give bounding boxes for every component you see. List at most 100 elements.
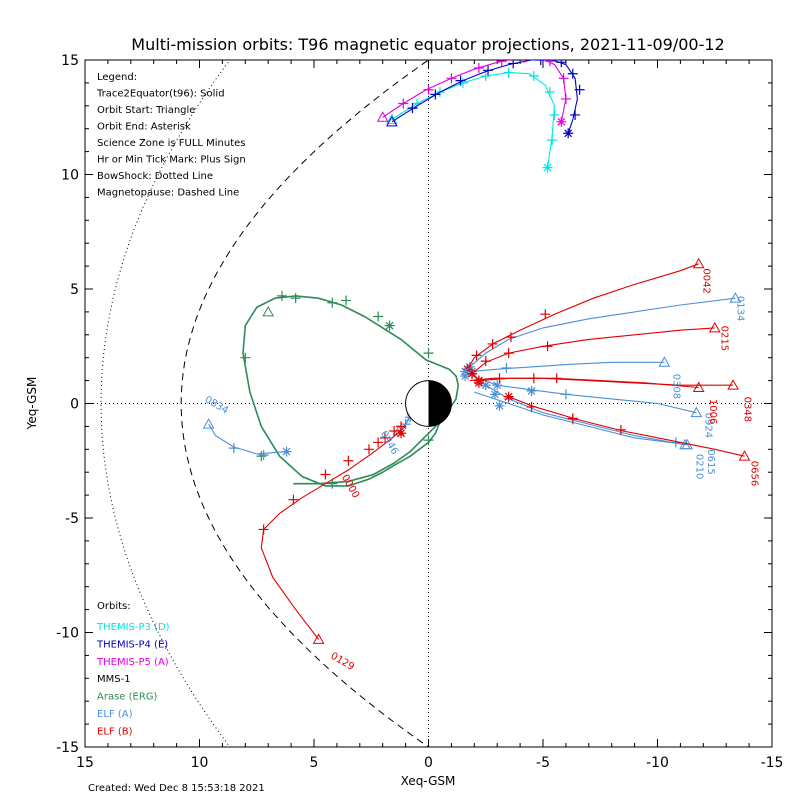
orbit-end-marker <box>489 389 500 400</box>
orbit-series-group <box>467 356 671 377</box>
tick-mark <box>544 60 555 67</box>
orbit-time-label: 0924 <box>703 413 714 438</box>
tick-mark <box>505 332 516 343</box>
earth-icon <box>405 380 452 427</box>
legend-block: Legend: Trace2Equator(t96): Solid Orbit St… <box>96 72 246 199</box>
orbit-line <box>391 72 556 168</box>
orbit-start-marker <box>386 113 398 125</box>
tick-mark <box>256 451 267 462</box>
orbit-start-marker <box>692 381 705 392</box>
tick-mark <box>363 444 374 455</box>
y-axis-label: Yeq-GSM <box>25 377 39 431</box>
orbit-start-marker <box>658 356 671 367</box>
tick-mark <box>496 60 507 67</box>
extra-end-markers <box>467 368 484 388</box>
tick-mark <box>503 348 514 359</box>
orbit-time-label: 1006 <box>707 399 718 424</box>
orbit-line <box>474 391 688 446</box>
orbit-start-marker <box>729 292 742 303</box>
orbit-series-group <box>202 418 292 461</box>
orbit-line <box>382 60 567 122</box>
orbit-time-label: 0615 <box>705 449 716 474</box>
legend-line: Trace2Equator(t96): Solid <box>96 89 225 100</box>
tick-mark <box>503 67 514 78</box>
tick-mark <box>400 419 411 430</box>
orbit-time-label: 0129 <box>329 651 357 673</box>
orbit-series-group <box>469 370 691 450</box>
tick-mark <box>560 389 571 400</box>
tick-mark <box>544 87 555 98</box>
x-axis-label: Xeq-GSM <box>401 774 456 788</box>
orbit-end-marker <box>542 162 553 173</box>
orbit-line <box>466 263 699 370</box>
orbit-end-marker <box>396 428 407 439</box>
orbit-series-group <box>258 421 407 644</box>
legend-line: Hr or Min Tick Mark: Plus Sign <box>97 155 246 166</box>
orbit-time-label: 0348 <box>742 397 753 422</box>
orbit-time-label: 0210 <box>693 454 704 479</box>
orbit-line <box>260 425 406 640</box>
boundary-curves <box>100 60 430 747</box>
tick-mark <box>446 73 457 84</box>
tick-mark <box>567 68 578 79</box>
orbit-end-marker <box>494 400 505 411</box>
orbit-start-marker <box>312 633 325 644</box>
tick-mark <box>524 60 526 63</box>
tick-mark <box>471 350 482 361</box>
orbit-start-marker <box>262 305 275 317</box>
legend-line: Orbit End: Asterisk <box>97 122 191 133</box>
orbit-series-group <box>240 290 460 489</box>
orbit-end-marker <box>526 385 537 396</box>
orbit-end-marker <box>480 380 491 391</box>
tick-mark <box>430 89 441 100</box>
orbit-series-group <box>467 321 721 379</box>
orbit-start-marker <box>727 379 739 390</box>
tick-mark <box>341 295 352 306</box>
orbits-heading: Orbits: <box>97 601 131 612</box>
orbit-end-marker <box>563 128 574 139</box>
y-tick-label: 0 <box>70 397 79 413</box>
mission-label: Arase (ERG) <box>97 692 158 703</box>
tick-mark <box>480 356 491 367</box>
orbit-start-marker <box>376 111 389 122</box>
orbit-series-group <box>464 292 742 372</box>
tick-mark <box>556 60 567 68</box>
tick-mark <box>389 425 400 436</box>
tick-mark <box>542 341 553 352</box>
y-tick-label: -5 <box>65 511 79 527</box>
orbit-end-marker <box>467 368 478 379</box>
y-tick-label: 15 <box>61 53 79 69</box>
tick-mark <box>290 293 301 304</box>
tick-mark <box>423 435 434 446</box>
tick-mark <box>535 60 546 65</box>
legend-line: Orbit Start: Triangle <box>97 105 195 116</box>
x-tick-label: 0 <box>424 755 433 771</box>
orbit-end-marker <box>384 320 395 331</box>
tick-mark <box>501 363 512 374</box>
tick-mark <box>373 311 384 322</box>
tick-mark <box>258 524 269 535</box>
tick-mark <box>379 432 390 443</box>
orbit-time-label: 0134 <box>735 296 746 321</box>
tick-mark <box>327 297 338 308</box>
legend-line: Magnetopause: Dashed Line <box>97 188 239 199</box>
tick-mark <box>567 413 578 424</box>
tick-mark <box>398 98 409 109</box>
orbit-line <box>471 361 665 372</box>
x-tick-label: -5 <box>536 755 550 771</box>
x-tick-label: 15 <box>76 755 94 771</box>
tick-mark <box>423 348 434 359</box>
orbit-start-marker <box>386 115 398 127</box>
tick-mark <box>615 424 626 435</box>
x-tick-label: -10 <box>646 755 669 771</box>
tick-mark <box>407 103 418 114</box>
orbit-time-label: 0042 <box>700 268 711 293</box>
tick-mark <box>288 494 299 505</box>
tick-mark <box>373 437 384 448</box>
tick-mark <box>558 73 569 84</box>
tick-mark <box>276 290 287 301</box>
orbit-time-label: 0656 <box>748 461 759 486</box>
mission-label: MMS-1 <box>97 674 131 685</box>
